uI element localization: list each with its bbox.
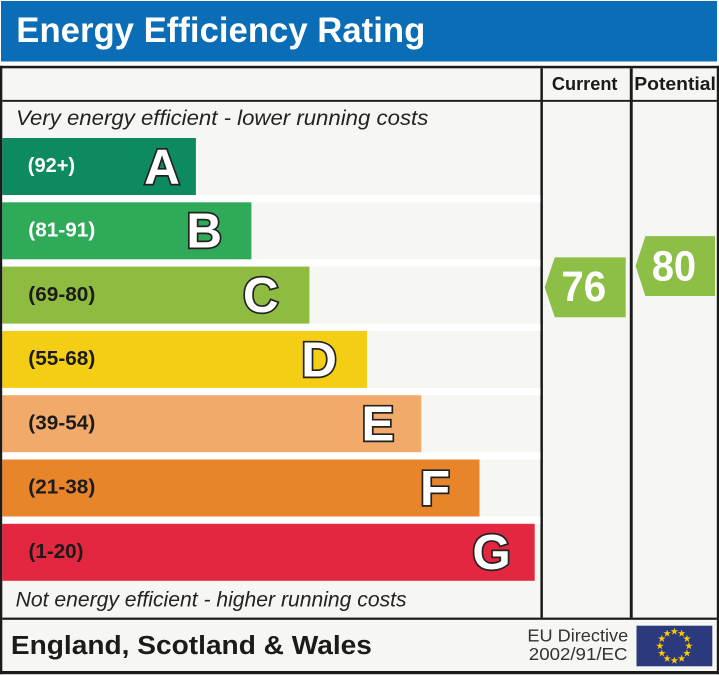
svg-text:76: 76 <box>561 263 606 310</box>
svg-text:80: 80 <box>652 243 697 290</box>
svg-text:E: E <box>362 397 395 452</box>
svg-text:Very energy efficient - lower: Very energy efficient - lower running co… <box>16 106 429 130</box>
svg-text:EU Directive: EU Directive <box>527 626 628 646</box>
svg-text:England, Scotland & Wales: England, Scotland & Wales <box>11 632 372 660</box>
svg-text:(55-68): (55-68) <box>28 348 95 370</box>
svg-text:A: A <box>144 139 180 194</box>
svg-text:Potential: Potential <box>634 73 716 94</box>
svg-text:(69-80): (69-80) <box>28 284 95 306</box>
svg-text:Not energy efficient - higher: Not energy efficient - higher running co… <box>16 588 407 612</box>
svg-text:F: F <box>420 461 450 516</box>
svg-text:C: C <box>243 268 279 323</box>
svg-text:(81-91): (81-91) <box>28 220 95 242</box>
svg-text:Energy Efficiency Rating: Energy Efficiency Rating <box>16 11 425 50</box>
svg-text:(92+): (92+) <box>28 155 75 177</box>
svg-text:B: B <box>186 204 222 259</box>
svg-text:G: G <box>472 525 510 580</box>
svg-text:(1-20): (1-20) <box>29 541 84 563</box>
svg-text:D: D <box>301 332 337 387</box>
svg-text:2002/91/EC: 2002/91/EC <box>529 644 628 664</box>
svg-text:(39-54): (39-54) <box>28 412 95 434</box>
svg-text:Current: Current <box>552 73 618 94</box>
svg-text:(21-38): (21-38) <box>28 477 95 499</box>
